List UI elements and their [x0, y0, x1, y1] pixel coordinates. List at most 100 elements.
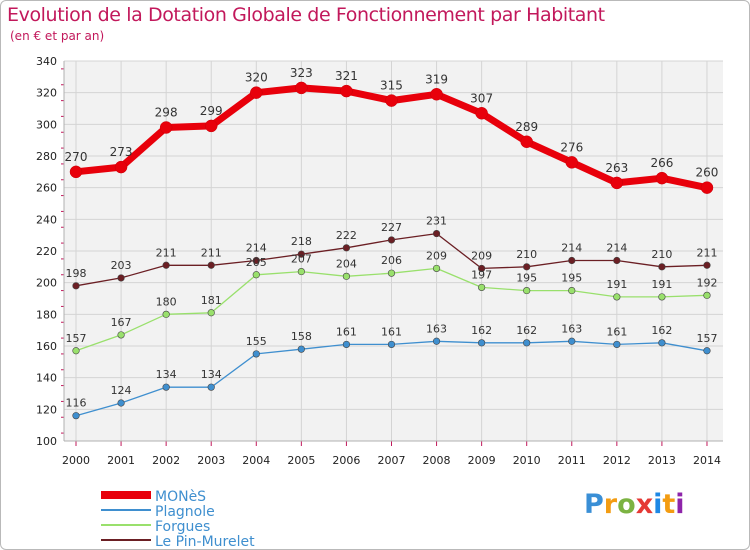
data-label: 161	[606, 325, 627, 338]
y-tick-label: 220	[36, 245, 57, 258]
data-label: 299	[200, 104, 223, 118]
data-label: 315	[380, 79, 403, 93]
data-point	[523, 286, 531, 295]
data-label: 218	[291, 235, 312, 248]
y-tick-label: 120	[36, 403, 57, 416]
data-label: 191	[651, 278, 672, 291]
data-point	[114, 160, 128, 174]
data-label: 266	[650, 156, 673, 170]
data-point	[295, 81, 308, 95]
data-point	[655, 171, 669, 185]
data-label: 276	[560, 140, 583, 154]
data-point	[204, 119, 218, 133]
data-label: 298	[155, 106, 178, 120]
data-point	[207, 383, 215, 391]
data-label: 204	[336, 257, 357, 270]
data-point	[117, 331, 125, 339]
y-tick-label: 140	[36, 372, 57, 385]
data-label: 155	[246, 335, 267, 348]
data-point	[250, 86, 263, 99]
data-point	[703, 291, 711, 299]
data-label: 203	[111, 259, 132, 272]
data-label: 222	[336, 229, 357, 242]
data-label: 210	[516, 248, 537, 261]
data-point	[387, 236, 396, 244]
data-point	[478, 339, 486, 347]
data-label: 192	[696, 276, 717, 289]
data-label: 116	[66, 397, 87, 410]
data-point	[117, 399, 125, 407]
data-label: 197	[471, 268, 492, 281]
data-label: 307	[470, 91, 493, 105]
data-label: 231	[426, 215, 447, 228]
data-point	[613, 340, 621, 349]
data-label: 134	[201, 368, 222, 381]
data-point	[297, 345, 305, 353]
data-point	[703, 347, 711, 355]
data-label: 157	[66, 332, 87, 345]
logo-letter: r	[603, 489, 618, 520]
chart-title: Evolution de la Dotation Globale de Fonc…	[7, 4, 605, 26]
data-point	[430, 88, 443, 101]
data-label: 263	[605, 161, 628, 175]
data-point	[297, 267, 305, 276]
logo-letter: i	[653, 489, 663, 520]
data-point	[565, 156, 579, 169]
data-point	[432, 264, 441, 273]
data-label: 206	[381, 254, 402, 267]
data-point	[117, 274, 125, 282]
data-label: 273	[110, 145, 133, 159]
data-point	[385, 94, 398, 107]
data-point	[340, 84, 353, 98]
data-point	[387, 269, 396, 277]
data-label: 181	[201, 294, 222, 307]
y-tick-label: 300	[36, 118, 57, 131]
data-label: 214	[561, 242, 582, 255]
data-point	[72, 282, 80, 290]
data-point	[207, 309, 215, 317]
data-label: 162	[471, 324, 492, 337]
data-point	[252, 256, 260, 265]
legend-label: Forgues	[155, 519, 210, 535]
data-point	[252, 350, 260, 358]
data-label: 319	[425, 72, 448, 86]
data-label: 214	[606, 242, 627, 255]
data-point	[342, 340, 351, 349]
data-point	[523, 263, 531, 271]
y-tick-label: 240	[36, 213, 57, 226]
legend-label: Le Pin-Murelet	[155, 534, 255, 550]
logo-letter: t	[662, 489, 676, 520]
data-label: 195	[561, 272, 582, 285]
data-label: 157	[696, 332, 717, 345]
data-label: 227	[381, 221, 402, 234]
x-tick-label: 2004	[242, 454, 270, 467]
data-label: 162	[651, 324, 672, 337]
proxiti-logo: Proxiti	[584, 489, 685, 520]
data-point	[703, 261, 711, 269]
data-label: 320	[245, 71, 268, 85]
data-label: 195	[516, 272, 537, 285]
data-point	[658, 263, 666, 271]
data-point	[568, 256, 576, 265]
x-tick-label: 2006	[332, 454, 360, 467]
data-point	[162, 383, 170, 391]
data-point	[162, 261, 170, 269]
data-label: 205	[246, 256, 267, 269]
data-point	[610, 176, 624, 190]
chart-subtitle: (en € et par an)	[10, 29, 105, 43]
data-label: 207	[291, 253, 312, 266]
data-label: 321	[335, 69, 358, 83]
y-tick-label: 280	[36, 150, 57, 163]
data-label: 167	[111, 316, 132, 329]
x-tick-label: 2012	[603, 454, 631, 467]
data-label: 191	[606, 278, 627, 291]
x-tick-label: 2005	[287, 454, 315, 467]
data-label: 163	[561, 322, 582, 335]
data-point	[72, 412, 80, 420]
data-label: 161	[381, 325, 402, 338]
legend-label: MONèS	[155, 489, 206, 505]
data-point	[432, 229, 441, 238]
x-tick-label: 2014	[693, 454, 721, 467]
data-label: 270	[65, 150, 88, 164]
